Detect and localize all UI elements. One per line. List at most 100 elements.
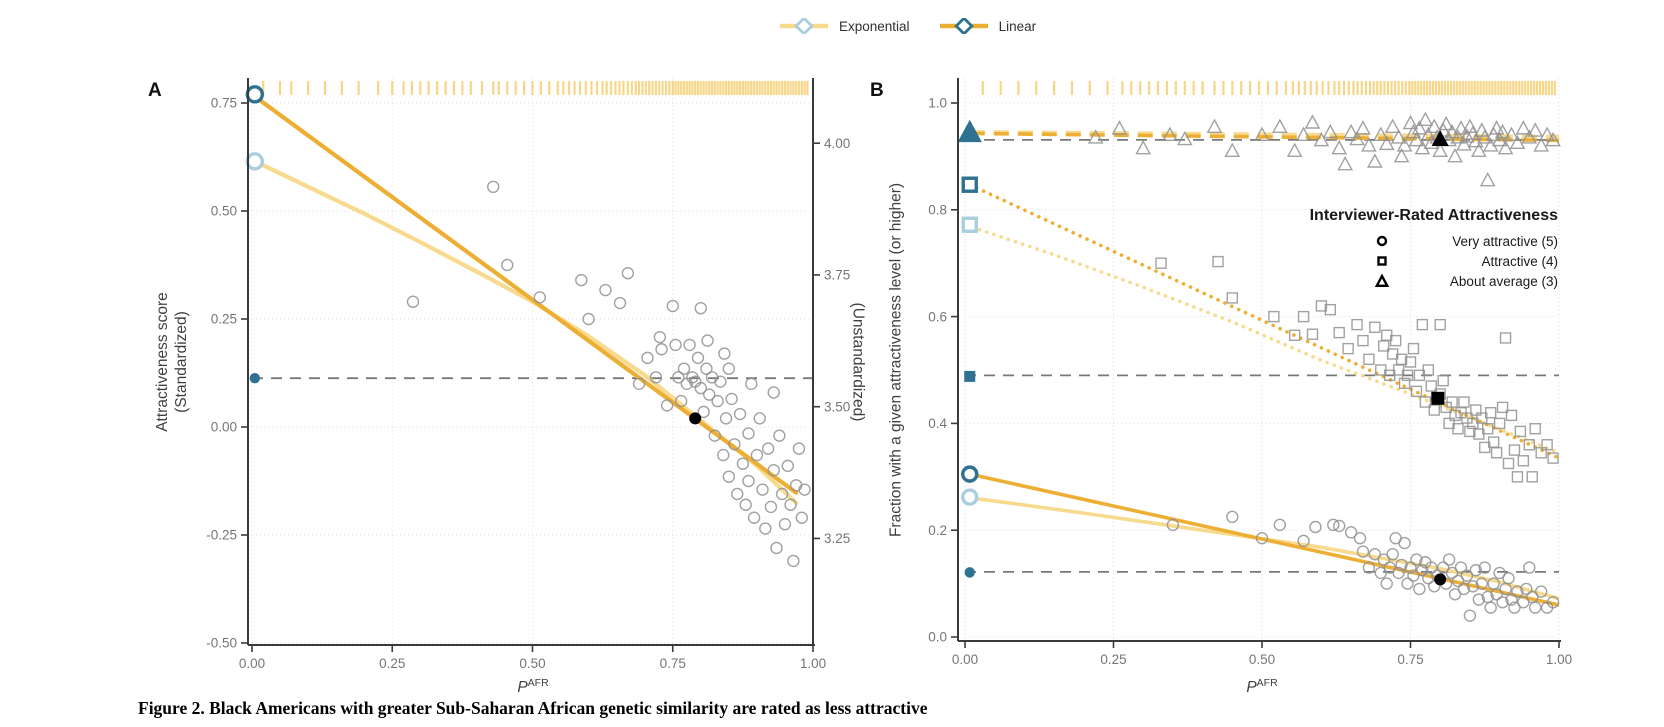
- data-point-circle: [1404, 561, 1417, 574]
- data-point-circle: [575, 273, 588, 287]
- sample-mean-marker: [249, 372, 261, 384]
- data-point-circle: [613, 296, 627, 310]
- data-point-triangle: [1494, 123, 1511, 139]
- data-point-circle: [789, 479, 803, 492]
- data-point-circle: [1463, 609, 1477, 622]
- data-point-circle: [767, 464, 780, 477]
- data-point-triangle: [1432, 142, 1449, 158]
- data-point-triangle: [1408, 131, 1425, 147]
- data-point-triangle: [1411, 120, 1428, 135]
- data-point-circle: [694, 381, 707, 395]
- legend-row-very-attractive: Very attractive (5): [1250, 231, 1558, 251]
- data-point-circle: [1496, 596, 1509, 609]
- data-point-circle: [1425, 561, 1438, 574]
- panel-b-y-axis-title: Fraction with a given attractiveness lev…: [887, 182, 905, 538]
- data-point-circle: [1469, 564, 1483, 577]
- data-point-circle: [722, 362, 736, 375]
- data-point-circle: [1309, 520, 1322, 534]
- data-point-square: [1547, 452, 1559, 464]
- data-point-circle: [1368, 548, 1382, 561]
- data-point-square: [1464, 425, 1476, 438]
- triangle-intercept-marker: [957, 119, 982, 143]
- data-point-square: [1482, 423, 1494, 435]
- data-point-circle: [649, 371, 663, 384]
- legend-label-linear: Linear: [998, 18, 1037, 34]
- data-point-circle: [767, 386, 780, 399]
- data-point-square: [1401, 369, 1414, 382]
- x-tick-label: 1.00: [800, 656, 826, 671]
- data-point-circle: [795, 511, 808, 524]
- data-point-square: [1493, 417, 1506, 430]
- data-point-square: [1428, 404, 1440, 416]
- y-tick-label: 0.2: [928, 523, 947, 538]
- data-point-circle: [798, 483, 811, 496]
- data-point-triangle: [1372, 126, 1389, 141]
- data-point-square: [1422, 364, 1435, 376]
- y-tick-label: 0.8: [928, 203, 947, 218]
- data-point-square: [1508, 444, 1521, 456]
- data-point-circle: [1380, 577, 1393, 590]
- data-point-square: [1363, 353, 1375, 366]
- fit-line-linear-very_attractive_5: [969, 472, 1560, 607]
- data-point-triangle: [1497, 139, 1514, 155]
- data-point-circle: [784, 498, 797, 511]
- data-point-triangle: [1441, 131, 1457, 147]
- x-tick-label: 1.00: [1546, 652, 1572, 667]
- data-point-circle: [533, 291, 546, 304]
- data-point-square: [1535, 447, 1547, 459]
- data-point-triangle: [1515, 120, 1532, 135]
- fit-line-exponential: [252, 159, 799, 506]
- data-point-triangle: [1331, 139, 1348, 155]
- y-tick-label: 0.25: [211, 312, 237, 327]
- data-point-circle: [725, 392, 738, 406]
- data-point-triangle: [1337, 155, 1353, 171]
- x-tick-label: 0.25: [379, 656, 405, 671]
- exponential-swatch-icon: [780, 18, 828, 34]
- data-point-triangle: [1361, 137, 1377, 152]
- fit-type-legend: Exponential Linear: [778, 18, 1036, 34]
- data-point-triangle: [1521, 129, 1538, 144]
- data-point-square: [1268, 310, 1280, 323]
- data-point-circle: [722, 470, 736, 483]
- legend-row-attractive: Attractive (4): [1250, 251, 1558, 271]
- fit-line-linear-attractive_4: [967, 182, 1561, 460]
- data-point-triangle: [1453, 120, 1469, 135]
- x-tick-label: 0.25: [1100, 652, 1126, 667]
- data-point-triangle: [1384, 118, 1401, 133]
- data-point-square: [1288, 329, 1301, 341]
- data-point-circle: [660, 399, 674, 412]
- data-point-circle: [669, 338, 682, 352]
- data-point-square: [1324, 303, 1337, 316]
- data-point-triangle: [1470, 142, 1487, 158]
- data-point-circle: [1327, 518, 1340, 532]
- data-point-triangle: [1539, 126, 1555, 141]
- data-point-circle: [1478, 561, 1491, 574]
- data-point-circle: [1534, 585, 1548, 598]
- data-point-circle: [747, 511, 761, 524]
- data-point-triangle: [1355, 120, 1371, 135]
- data-point-square: [1490, 447, 1503, 459]
- right-tick-label: 3.75: [824, 268, 850, 283]
- data-point-square: [1410, 385, 1423, 398]
- data-point-circle: [753, 412, 766, 425]
- legend-label-about-average: About average (3): [1449, 273, 1558, 289]
- data-point-square: [1315, 300, 1328, 312]
- data-point-triangle: [1491, 131, 1508, 147]
- data-point-square: [1404, 356, 1417, 368]
- data-point-circle: [599, 283, 612, 297]
- data-point-circle: [632, 377, 646, 390]
- data-point-square: [1333, 326, 1345, 339]
- data-point-circle: [714, 375, 727, 388]
- y-tick-label: -0.50: [206, 636, 237, 651]
- square-sample-mean-marker: [964, 370, 976, 382]
- data-point-circle: [487, 180, 500, 194]
- data-point-triangle: [1313, 131, 1330, 147]
- data-point-circle: [1445, 566, 1459, 580]
- data-point-circle: [1362, 561, 1376, 574]
- data-point-square: [1496, 401, 1509, 414]
- data-point-circle: [1273, 518, 1287, 532]
- data-point-circle: [1353, 532, 1367, 545]
- y-tick-label: 0.75: [211, 96, 237, 111]
- data-point-circle: [1508, 601, 1521, 614]
- x-tick-label: 0.75: [1397, 652, 1423, 667]
